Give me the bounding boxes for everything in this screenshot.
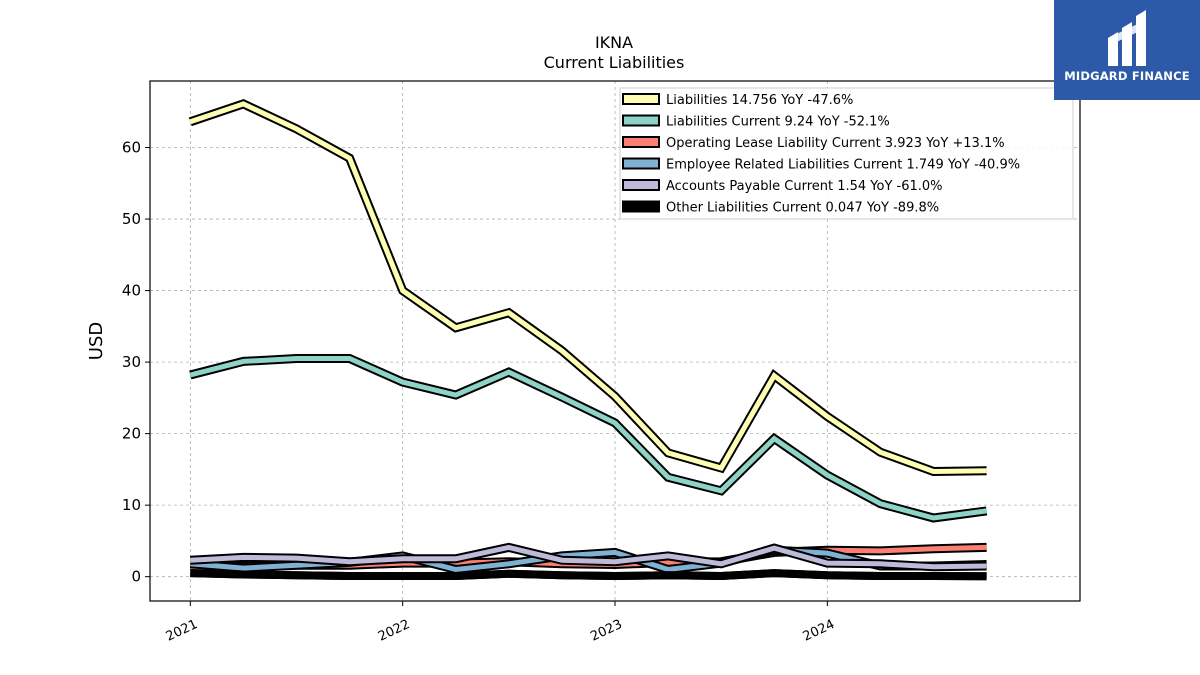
legend-swatch (622, 136, 660, 148)
legend-entry: Employee Related Liabilities Current 1.7… (622, 157, 1020, 173)
brand-name: MIDGARD FINANCE (1064, 69, 1190, 83)
x-tick-label: 2024 (801, 617, 837, 645)
series-line (189, 356, 987, 521)
legend-entry: Liabilities Current 9.24 YoY -52.1% (622, 114, 890, 130)
legend-label: Other Liabilities Current 0.047 YoY -89.… (666, 201, 939, 216)
y-tick-label: 50 (122, 210, 141, 228)
legend-swatch (622, 93, 660, 105)
legend-label: Liabilities Current 9.24 YoY -52.1% (666, 115, 890, 130)
legend-label: Employee Related Liabilities Current 1.7… (666, 158, 1020, 173)
legend-label: Accounts Payable Current 1.54 YoY -61.0% (666, 179, 943, 194)
midgard-logo-icon (1108, 10, 1146, 66)
y-tick-label: 20 (122, 425, 141, 443)
series-other-liabilities-current (190, 569, 987, 581)
brand-logo: MIDGARD FINANCE (1054, 0, 1200, 100)
series-liabilities-current (189, 354, 988, 523)
x-axis: 2021 2022 2023 2024 (164, 601, 837, 645)
legend-swatch (622, 179, 660, 191)
y-tick-label: 30 (122, 353, 141, 371)
x-tick-label: 2022 (376, 617, 412, 645)
chart-title: IKNA (595, 33, 633, 52)
y-axis: 0 10 20 30 40 50 60 (122, 139, 150, 586)
series-liabilities (188, 99, 987, 477)
legend-entry: Other Liabilities Current 0.047 YoY -89.… (622, 200, 939, 216)
series-line (189, 101, 987, 475)
series-accounts-payable-current (190, 542, 987, 572)
y-tick-label: 0 (131, 568, 141, 586)
x-tick-label: 2021 (164, 617, 200, 645)
legend-entry: Accounts Payable Current 1.54 YoY -61.0% (622, 179, 943, 194)
chart-subtitle: Current Liabilities (544, 53, 685, 72)
legend: Liabilities 14.756 YoY -47.6% Liabilities… (619, 87, 1074, 220)
legend-label: Liabilities 14.756 YoY -47.6% (666, 93, 853, 108)
series-lines (188, 99, 988, 581)
legend-entry: Liabilities 14.756 YoY -47.6% (622, 93, 853, 108)
y-tick-label: 60 (122, 139, 141, 157)
legend-swatch (622, 114, 660, 127)
legend-swatch (622, 157, 660, 170)
y-tick-label: 40 (122, 282, 141, 300)
legend-swatch (622, 200, 660, 213)
legend-box (619, 87, 1074, 220)
y-axis-label: USD (86, 322, 107, 360)
series-line (190, 544, 987, 570)
legend-entry: Operating Lease Liability Current 3.923 … (622, 136, 1005, 151)
y-tick-label: 10 (122, 496, 141, 514)
x-tick-label: 2023 (588, 617, 624, 645)
legend-label: Operating Lease Liability Current 3.923 … (666, 136, 1005, 151)
series-line (190, 569, 987, 581)
